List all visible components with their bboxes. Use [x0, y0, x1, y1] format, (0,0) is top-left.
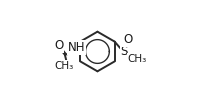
Text: O: O	[122, 33, 132, 46]
Text: NH: NH	[68, 41, 85, 54]
Text: S: S	[120, 45, 127, 58]
Text: CH₃: CH₃	[127, 54, 146, 64]
Text: O: O	[54, 39, 63, 52]
Text: CH₃: CH₃	[55, 61, 74, 71]
